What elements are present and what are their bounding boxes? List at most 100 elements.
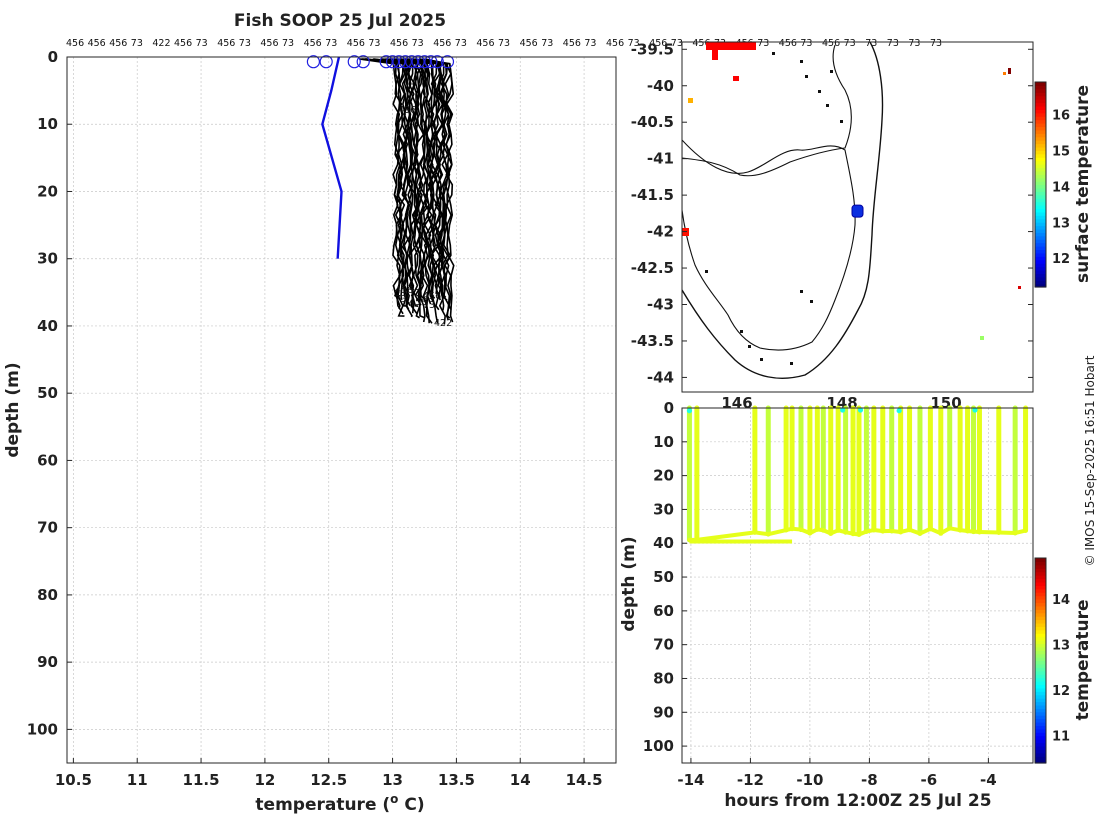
colorbar-swatch <box>1035 228 1046 233</box>
colorbar-swatch <box>1035 585 1046 590</box>
surface-marker <box>405 55 419 69</box>
colorbar-swatch <box>1035 235 1046 240</box>
time-tick-label: -4 <box>980 771 997 789</box>
colorbar-swatch <box>1035 133 1046 138</box>
colorbar-swatch <box>1035 633 1046 638</box>
profile-id-label: 456 <box>88 38 106 49</box>
surface-marker <box>411 55 425 69</box>
tow-segment <box>996 530 1018 535</box>
colorbar-swatch <box>1035 167 1046 172</box>
colorbar-swatch <box>1035 643 1046 648</box>
colorbar-swatch <box>1035 718 1046 723</box>
colorbar-swatch <box>1035 701 1046 706</box>
colorbar-swatch <box>1035 218 1046 223</box>
surface-colorbar-tick: 13 <box>1052 216 1070 231</box>
surface-temperature-patch <box>706 42 756 50</box>
profile-id-label: 73 <box>541 38 553 49</box>
profile-id-label: 456 <box>476 38 494 49</box>
surface-colorbar-tick: 15 <box>1052 144 1070 159</box>
colorbar-swatch <box>1035 249 1046 254</box>
colorbar-swatch <box>1035 181 1046 186</box>
colorbar-swatch <box>1035 102 1046 107</box>
map-y-tick-label: -44 <box>647 368 674 386</box>
black-profile-line <box>422 58 455 323</box>
credit-text: © IMOS 15-Sep-2025 16:51 Hobart <box>1083 355 1097 566</box>
colorbar-swatch <box>1035 759 1046 764</box>
colorbar-swatch <box>1035 239 1046 244</box>
y-tick-label: 0 <box>48 48 58 66</box>
colorbar-swatch <box>1035 266 1046 271</box>
colorbar-swatch <box>1035 273 1046 278</box>
temperature-colorbar-tick: 14 <box>1052 593 1070 608</box>
temperature-colorbar-tick: 12 <box>1052 684 1070 699</box>
colorbar-swatch <box>1035 205 1046 210</box>
black-profile-line <box>407 58 451 321</box>
map-y-tick-label: -41.5 <box>631 186 674 204</box>
colorbar-swatch <box>1035 109 1046 114</box>
colorbar-swatch <box>1035 95 1046 100</box>
map-y-tick-label: -43.5 <box>631 332 674 350</box>
black-profile-line <box>373 58 423 306</box>
depth-tick-label: 80 <box>653 669 674 687</box>
surface-marker <box>392 55 406 69</box>
colorbar-swatch <box>1035 191 1046 196</box>
colorbar-swatch <box>1035 674 1046 679</box>
surface-temperature-patch <box>1008 68 1011 74</box>
map-y-tick-label: -43 <box>647 296 674 314</box>
surface-temperature-patch <box>1018 286 1021 289</box>
colorbar-swatch <box>1035 170 1046 175</box>
colorbar-swatch <box>1035 119 1046 124</box>
surface-marker <box>424 55 438 69</box>
colorbar-swatch <box>1035 252 1046 257</box>
island-fragment <box>800 290 803 293</box>
colorbar-swatch <box>1035 280 1046 285</box>
colorbar-swatch <box>1035 232 1046 237</box>
colorbar-swatch <box>1035 177 1046 182</box>
colorbar-swatch <box>1035 283 1046 288</box>
colorbar-swatch <box>1035 164 1046 169</box>
x-axis-label: temperature (o C) <box>255 792 424 815</box>
x-tick-label: 14.5 <box>566 771 603 789</box>
colorbar-swatch <box>1035 616 1046 621</box>
profile-id-label: 456 <box>822 38 840 49</box>
colorbar-swatch <box>1035 157 1046 162</box>
colorbar-swatch <box>1035 99 1046 104</box>
vessel-position-marker <box>851 204 864 218</box>
black-profile-line <box>425 58 454 311</box>
map-x-tick-label: 150 <box>930 394 961 412</box>
profile-id-label: 73 <box>671 38 683 49</box>
y-tick-label: 10 <box>37 115 58 133</box>
map-x-tick-label: 146 <box>721 394 752 412</box>
black-profile-line <box>396 58 428 319</box>
surface-colorbar-tick: 14 <box>1052 180 1070 195</box>
colorbar-swatch <box>1035 187 1046 192</box>
y-tick-label: 30 <box>37 250 58 268</box>
depth-tick-label: 10 <box>653 433 674 451</box>
map-y-tick-label: -42.5 <box>631 259 674 277</box>
colorbar-swatch <box>1035 581 1046 586</box>
map-y-tick-label: -42 <box>647 223 674 241</box>
chart-title: Fish SOOP 25 Jul 2025 <box>234 11 446 31</box>
temperature-colorbar-tick: 11 <box>1052 730 1070 745</box>
island-fragment <box>740 330 743 333</box>
profile-end-label: 456 <box>395 285 413 296</box>
colorbar-swatch <box>1035 588 1046 593</box>
colorbar-swatch <box>1035 663 1046 668</box>
profile-id-label: 456 <box>520 38 538 49</box>
colorbar-swatch <box>1035 681 1046 686</box>
time-tick-label: -6 <box>921 771 938 789</box>
colorbar-swatch <box>1035 225 1046 230</box>
time-tick-label: -10 <box>796 771 823 789</box>
tow-segment <box>694 530 757 542</box>
colorbar-swatch <box>1035 92 1046 97</box>
colorbar-swatch <box>1035 609 1046 614</box>
island-fragment <box>705 270 708 273</box>
colorbar-swatch <box>1035 561 1046 566</box>
island-fragment <box>772 52 775 55</box>
temperature-colorbar-tick: 13 <box>1052 639 1070 654</box>
colorbar-swatch <box>1035 153 1046 158</box>
surface-temperature-patch <box>1003 72 1006 75</box>
colorbar-swatch <box>1035 564 1046 569</box>
profile-end-label: 456 <box>423 291 441 302</box>
surface-colorbar-tick: 16 <box>1052 108 1070 123</box>
